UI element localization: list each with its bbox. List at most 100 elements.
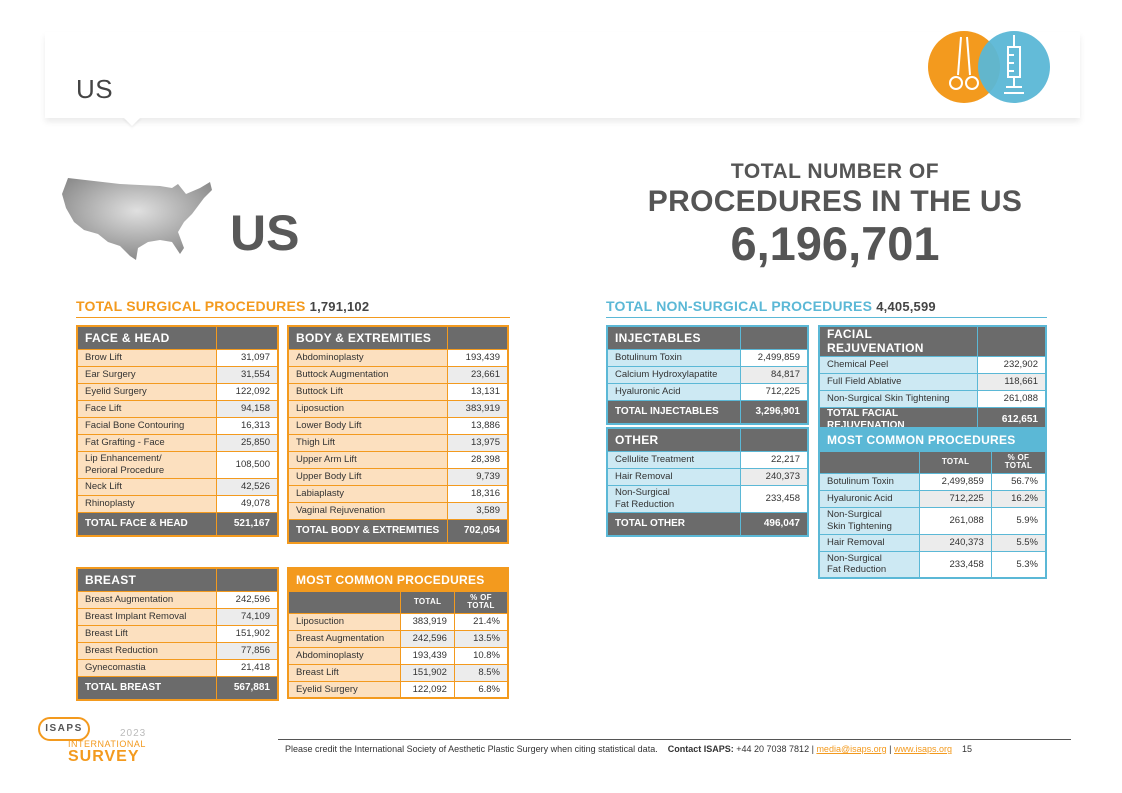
- country-label: US: [230, 205, 300, 261]
- nonsurgical-title: TOTAL NON-SURGICAL PROCEDURES: [606, 298, 873, 314]
- face-head-table: FACE & HEAD Brow Lift 31,097 Ear Surgery 31…: [76, 325, 279, 537]
- procedure-count: 383,919: [446, 399, 509, 418]
- footer-credit: Please credit the International Society …: [285, 744, 658, 754]
- other-table: OTHER Cellulite Treatment 22,217 Hair Remo…: [606, 427, 809, 537]
- procedure-count: 21,418: [215, 658, 279, 677]
- procedure-count: 240,373: [739, 467, 809, 486]
- table-row: Rhinoplasty 49,078: [76, 494, 279, 513]
- table-header: MOST COMMON PROCEDURES: [287, 567, 509, 592]
- total-label: TOTAL INJECTABLES: [606, 399, 741, 425]
- procedure-name: Cellulite Treatment: [606, 450, 741, 469]
- procedure-name: Eyelid Surgery: [76, 382, 217, 401]
- procedure-pct: 56.7%: [990, 472, 1047, 491]
- table-row: Hyaluronic Acid 712,225: [606, 382, 809, 401]
- procedure-name: Upper Arm Lift: [287, 450, 448, 469]
- procedure-name: Lower Body Lift: [287, 416, 448, 435]
- surgical-total: 1,791,102: [309, 299, 370, 314]
- page-number: 15: [962, 744, 973, 754]
- table-row: Breast Lift 151,902: [76, 624, 279, 643]
- body-extremities-table: BODY & EXTREMITIES Abdominoplasty 193,439…: [287, 325, 509, 544]
- table-header: OTHER: [606, 427, 741, 452]
- breast-table: BREAST Breast Augmentation 242,596 Breast …: [76, 567, 279, 701]
- table-row: Facial Bone Contouring 16,313: [76, 416, 279, 435]
- procedure-count: 13,131: [446, 382, 509, 401]
- table-row: Breast Lift 151,902 8.5%: [287, 663, 509, 682]
- procedure-total: 383,919: [400, 612, 455, 631]
- procedure-count: 122,092: [215, 382, 279, 401]
- total-row: TOTAL BREAST 567,881: [76, 675, 279, 701]
- table-row: Abdominoplasty 193,439 10.8%: [287, 646, 509, 665]
- footer-contact-label: Contact ISAPS:: [667, 744, 734, 754]
- col-total-header: TOTAL: [919, 450, 992, 474]
- procedure-name: Liposuction: [287, 399, 448, 418]
- col-pct-header: % OF TOTAL: [990, 450, 1047, 474]
- procedure-name: Hyaluronic Acid: [818, 489, 921, 508]
- logo-line2: SURVEY: [68, 748, 140, 765]
- procedure-name: Non-Surgical Skin Tightening: [818, 389, 979, 408]
- table-row: Hair Removal 240,373 5.5%: [818, 533, 1047, 552]
- procedure-count: 712,225: [739, 382, 809, 401]
- procedure-pct: 5.9%: [990, 506, 1047, 535]
- total-line2: PROCEDURES IN THE US: [647, 185, 1023, 218]
- email-link[interactable]: media@isaps.org: [816, 744, 887, 754]
- table-row: Non-Surgical Skin Tightening 261,088: [818, 389, 1047, 408]
- total-label: TOTAL FACE & HEAD: [76, 511, 217, 537]
- website-link[interactable]: www.isaps.org: [893, 744, 953, 754]
- procedure-count: 13,975: [446, 433, 509, 452]
- table-row: Breast Augmentation 242,596: [76, 590, 279, 609]
- table-row: Hyaluronic Acid 712,225 16.2%: [818, 489, 1047, 508]
- procedure-name: Breast Augmentation: [287, 629, 402, 648]
- procedure-name: Facial Bone Contouring: [76, 416, 217, 435]
- procedure-name: Chemical Peel: [818, 355, 979, 374]
- total-line1: TOTAL NUMBER OF: [730, 160, 940, 183]
- table-row: Botulinum Toxin 2,499,859: [606, 348, 809, 367]
- procedure-total: 2,499,859: [919, 472, 992, 491]
- table-row: Fat Grafting - Face 25,850: [76, 433, 279, 452]
- table-row: Breast Reduction 77,856: [76, 641, 279, 660]
- procedure-count: 2,499,859: [739, 348, 809, 367]
- page-title: US: [76, 74, 114, 104]
- total-row: TOTAL FACE & HEAD 521,167: [76, 511, 279, 537]
- procedure-pct: 21.4%: [453, 612, 509, 631]
- table-header: FACE & HEAD: [76, 325, 217, 350]
- table-row: Chemical Peel 232,902: [818, 355, 1047, 374]
- total-value: 6,196,701: [730, 217, 940, 270]
- procedure-total: 242,596: [400, 629, 455, 648]
- procedure-count: 16,313: [215, 416, 279, 435]
- table-row: Gynecomastia 21,418: [76, 658, 279, 677]
- procedure-name: Breast Lift: [76, 624, 217, 643]
- total-value: 567,881: [215, 675, 279, 701]
- footer: Please credit the International Society …: [285, 744, 972, 754]
- procedure-name: Face Lift: [76, 399, 217, 418]
- procedure-total: 240,373: [919, 533, 992, 552]
- surgical-title: TOTAL SURGICAL PROCEDURES: [76, 298, 306, 314]
- col-pct-header: % OF TOTAL: [453, 590, 509, 614]
- procedure-name: Full Field Ablative: [818, 372, 979, 391]
- table-row: Liposuction 383,919: [287, 399, 509, 418]
- procedure-pct: 10.8%: [453, 646, 509, 665]
- procedure-name: Fat Grafting - Face: [76, 433, 217, 452]
- procedure-name: Breast Augmentation: [76, 590, 217, 609]
- procedure-count: 118,661: [977, 372, 1047, 391]
- surgical-section-header: TOTAL SURGICAL PROCEDURES 1,791,102: [76, 298, 510, 318]
- procedure-count: 193,439: [446, 348, 509, 367]
- syringe-icon: [978, 31, 1050, 103]
- procedure-count: 9,739: [446, 467, 509, 486]
- table-row: Vaginal Rejuvenation 3,589: [287, 501, 509, 520]
- total-procedures-block: TOTAL NUMBER OF PROCEDURES IN THE US 6,1…: [620, 160, 1050, 271]
- nonsurgical-total: 4,405,599: [876, 299, 936, 314]
- table-row: Hair Removal 240,373: [606, 467, 809, 486]
- procedure-name: Breast Reduction: [76, 641, 217, 660]
- procedure-total: 712,225: [919, 489, 992, 508]
- procedure-name: Botulinum Toxin: [606, 348, 741, 367]
- procedure-count: 18,316: [446, 484, 509, 503]
- procedure-name: Eyelid Surgery: [287, 680, 402, 699]
- table-row: Upper Body Lift 9,739: [287, 467, 509, 486]
- surgical-common-table: MOST COMMON PROCEDURES TOTAL% OF TOTAL Li…: [287, 567, 509, 699]
- total-value: 702,054: [446, 518, 509, 544]
- procedure-name: Upper Body Lift: [287, 467, 448, 486]
- procedure-name: Thigh Lift: [287, 433, 448, 452]
- procedure-name: Abdominoplasty: [287, 646, 402, 665]
- procedure-count: 31,554: [215, 365, 279, 384]
- total-label: TOTAL BREAST: [76, 675, 217, 701]
